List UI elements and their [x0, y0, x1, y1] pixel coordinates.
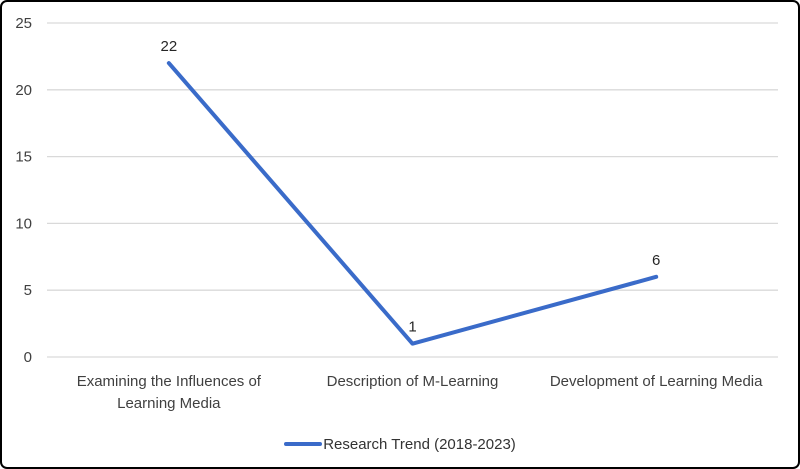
y-axis-tick-label: 5 [24, 282, 32, 299]
x-category-label: Examining the Influences of [77, 373, 262, 390]
line-chart: 0 5 10 15 20 25 22 1 6 Examining the Influences o… [15, 15, 778, 412]
legend-line-swatch [284, 442, 323, 446]
x-category-label: Learning Media [117, 395, 221, 412]
legend-label: Research Trend (2018-2023) [323, 435, 516, 453]
x-category-label: Description of M-Learning [327, 373, 499, 390]
y-axis-tick-label: 15 [15, 149, 32, 166]
data-label: 6 [652, 252, 660, 269]
trend-line [166, 61, 659, 346]
data-label: 1 [408, 319, 416, 336]
data-label: 22 [160, 38, 177, 55]
y-axis-tick-label: 20 [15, 82, 32, 99]
y-axis-tick-label: 25 [15, 15, 32, 32]
x-category-label: Development of Learning Media [550, 373, 763, 390]
legend: Research Trend (2018-2023) [2, 432, 798, 456]
y-axis-tick-label: 10 [15, 215, 32, 232]
y-axis-tick-label: 0 [24, 349, 32, 366]
